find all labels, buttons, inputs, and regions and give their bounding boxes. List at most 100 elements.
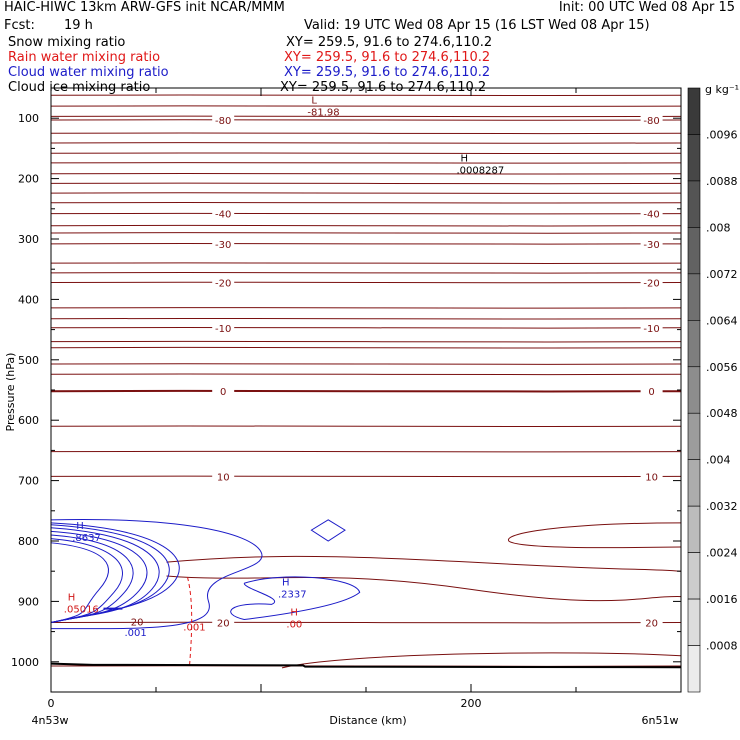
colorbar-tick-label: .0096 bbox=[706, 128, 738, 141]
x-tick-label: 200 bbox=[461, 697, 482, 710]
temperature-contour-line bbox=[50, 243, 682, 245]
temperature-contour-line bbox=[50, 94, 682, 97]
cloud-water-contour-line bbox=[50, 534, 134, 624]
header-fcst-label: Fcst: bbox=[4, 18, 35, 33]
temperature-contour-line bbox=[281, 652, 682, 669]
y-tick-label: 700 bbox=[18, 475, 39, 488]
colorbar-tick-label: .0048 bbox=[706, 407, 738, 420]
temperature-contour-label: 20 bbox=[131, 618, 144, 629]
colorbar-swatch bbox=[687, 505, 701, 553]
colorbar-tick-label: .0072 bbox=[706, 268, 738, 281]
extremum-marker: H bbox=[68, 592, 76, 603]
field-xy-snow: XY= 259.5, 91.6 to 274.6,110.2 bbox=[286, 35, 493, 50]
surface-pressure-line bbox=[50, 662, 682, 669]
extremum-marker: H bbox=[76, 521, 84, 532]
contour-label-mask bbox=[640, 385, 663, 397]
colorbar-tick-label: .0064 bbox=[706, 314, 738, 327]
y-tick-label: 400 bbox=[18, 293, 39, 306]
contour-label-mask bbox=[212, 114, 235, 126]
colorbar-tick-label: .0088 bbox=[706, 175, 738, 188]
colorbar-swatch bbox=[687, 366, 701, 414]
temperature-contour-label: -80 bbox=[215, 116, 231, 127]
contour-label-mask bbox=[640, 616, 663, 628]
temperature-contour-line bbox=[50, 105, 682, 107]
temperature-contour-line bbox=[50, 115, 682, 118]
temperature-contour-label: 20 bbox=[645, 619, 658, 630]
x-axis-title: Distance (km) bbox=[329, 714, 406, 727]
y-tick-label: 100 bbox=[18, 112, 39, 125]
temperature-contour-label: -20 bbox=[643, 278, 659, 289]
y-tick-label: 200 bbox=[18, 173, 39, 186]
header-title: HAIC-HIWC 13km ARW-GFS init NCAR/MMM bbox=[4, 0, 285, 15]
temperature-contour-line bbox=[50, 142, 682, 144]
temperature-contour-label: -10 bbox=[643, 324, 659, 335]
temperature-contour-line bbox=[50, 182, 682, 185]
contour-label-mask bbox=[212, 276, 235, 288]
colorbar-tick-label: .0024 bbox=[706, 547, 738, 560]
contour-label-mask bbox=[212, 385, 235, 397]
extremum-marker: L bbox=[311, 95, 317, 106]
contour-label-mask bbox=[212, 470, 235, 482]
extremum-marker: H bbox=[461, 153, 469, 164]
temperature-contour-label: 20 bbox=[217, 619, 230, 630]
colorbar-swatch bbox=[687, 180, 701, 228]
temperature-contour-label: -40 bbox=[215, 210, 231, 221]
mixing-ratio-contours bbox=[50, 518, 682, 669]
temperature-contour-line bbox=[50, 224, 682, 227]
temperature-contour-line bbox=[50, 373, 682, 376]
contour-label-mask bbox=[212, 321, 235, 333]
temperature-contour-line bbox=[50, 232, 682, 234]
temperature-contours: -80 -80 -40 -40 -30 -30 -20 -20 -10 -10 0 0 10 10 20 20 bbox=[50, 94, 682, 669]
temperature-contour-line bbox=[50, 425, 682, 428]
colorbar-tick-label: .0032 bbox=[706, 500, 738, 513]
extremum-value: .00 bbox=[286, 620, 302, 631]
temperature-contour-line bbox=[50, 327, 682, 329]
temperature-contour-label: -40 bbox=[643, 210, 659, 221]
temperature-contour-line bbox=[50, 346, 682, 349]
cloud-water-contour-line bbox=[50, 542, 109, 624]
colorbar-swatch bbox=[687, 134, 701, 182]
colorbar-swatch bbox=[687, 598, 701, 646]
temperature-contour-label: 10 bbox=[645, 472, 658, 483]
cloud-water-contour-line bbox=[230, 576, 361, 621]
temperature-contour-line bbox=[50, 119, 682, 121]
colorbar-swatch bbox=[687, 645, 701, 693]
temperature-contour-line bbox=[50, 272, 682, 274]
temperature-contour-line bbox=[166, 555, 682, 572]
contour-label-mask bbox=[640, 237, 663, 249]
x-end-location: 6n51w bbox=[642, 714, 679, 727]
cloud-water-contour-line bbox=[50, 538, 123, 624]
field-xy-cloud-water: XY= 259.5, 91.6 to 274.6,110.2 bbox=[284, 65, 491, 80]
colorbar-unit: g kg⁻¹ bbox=[705, 83, 739, 96]
temperature-contour-line bbox=[50, 389, 682, 393]
extremum-value: .2337 bbox=[278, 589, 307, 600]
temperature-contour-line bbox=[508, 522, 682, 549]
temperature-contour-label: -80 bbox=[643, 116, 659, 127]
colorbar-swatch bbox=[687, 552, 701, 600]
temperature-contour-line bbox=[50, 621, 682, 624]
extremum-value: .05016 bbox=[64, 604, 99, 615]
colorbar-tick-label: .0008 bbox=[706, 640, 738, 653]
temperature-contour-label: -30 bbox=[215, 240, 231, 251]
rain-water-contour-label: .001 bbox=[183, 622, 205, 633]
temperature-contour-label: -10 bbox=[215, 324, 231, 335]
colorbar-swatch bbox=[687, 320, 701, 368]
temperature-contour-label: 10 bbox=[217, 472, 230, 483]
x-tick-label: 0 bbox=[48, 697, 55, 710]
contour-label-mask bbox=[212, 207, 235, 219]
y-axis-title: Pressure (hPa) bbox=[4, 353, 17, 432]
extremum-marker: H bbox=[290, 608, 298, 619]
y-tick-label: 600 bbox=[18, 414, 39, 427]
colorbar: .0096 .0088 .008 .0072 .0064 .0056 .0048 .004 .0… bbox=[687, 87, 738, 693]
field-name-snow: Snow mixing ratio bbox=[8, 35, 126, 50]
contour-label-mask bbox=[640, 207, 663, 219]
cloud-water-contour-line bbox=[310, 519, 346, 542]
temperature-contour-line bbox=[50, 212, 682, 215]
temperature-contour-line bbox=[50, 152, 682, 155]
header-fcst-value: 19 h bbox=[64, 18, 93, 33]
temperature-contour-label: -20 bbox=[215, 278, 231, 289]
extremum-value: .0008287 bbox=[457, 165, 505, 176]
x-start-location: 4n53w bbox=[32, 714, 69, 727]
